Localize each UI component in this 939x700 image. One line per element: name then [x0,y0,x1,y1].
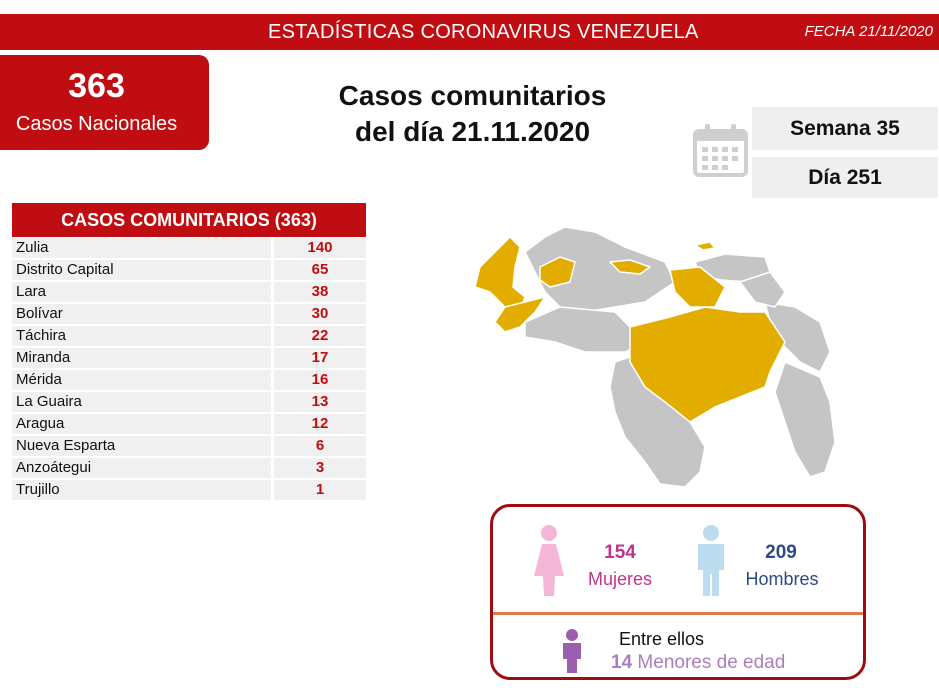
banner-date: FECHA 21/11/2020 [804,23,933,40]
table-row: Bolívar 30 [12,303,366,325]
table-row: Distrito Capital 65 [12,259,366,281]
state-cases: 12 [274,414,366,434]
state-cases: 38 [274,282,366,302]
map-region-capital [609,259,651,275]
table-row: Anzoátegui 3 [12,457,366,479]
female-icon [534,525,564,596]
map-region-bolivar [629,306,786,423]
state-name: Miranda [12,348,271,368]
map-region-lara [539,256,576,288]
state-name: La Guaira [12,392,271,412]
state-cases: 140 [274,238,366,258]
community-cases-header: CASOS COMUNITARIOS (363) [12,203,366,237]
banner-title: ESTADÍSTICAS CORONAVIRUS VENEZUELA [268,21,699,43]
state-name: Bolívar [12,304,271,324]
map-region-central [524,226,676,313]
map-region-monagas [739,271,786,308]
map-region-apure [524,306,646,353]
map-region-esequibo [774,361,836,478]
table-row: La Guaira 13 [12,391,366,413]
headline-line-1: Casos comunitarios [338,80,607,111]
divider [493,612,863,615]
table-row: Aragua 12 [12,413,366,435]
state-name: Lara [12,282,271,302]
week-label: Semana 35 [752,107,938,150]
page-title: Casos comunitarios del día 21.11.2020 [320,78,625,150]
male-count: 209 [765,542,797,563]
table-row: Nueva Esparta 6 [12,435,366,457]
minors-text: 14 Menores de edad [611,652,785,674]
state-cases: 22 [274,326,366,346]
state-name: Aragua [12,414,271,434]
table-row: Trujillo 1 [12,479,366,501]
national-cases-box: 363 Casos Nacionales [0,55,209,150]
state-name: Trujillo [12,480,271,500]
state-name: Distrito Capital [12,260,271,280]
minors-label: Menores de edad [637,652,786,673]
map-region-anzoategui [669,266,726,308]
state-name: Zulia [12,238,271,258]
table-row: Lara 38 [12,281,366,303]
state-name: Nueva Esparta [12,436,271,456]
headline-line-2: del día 21.11.2020 [354,116,591,147]
male-label: Hombres [745,569,819,589]
top-banner: ESTADÍSTICAS CORONAVIRUS VENEZUELA FECHA… [0,14,939,50]
state-cases: 17 [274,348,366,368]
gender-breakdown-box: 154 Mujeres 209 Hombres Entre ellos 14 M… [490,504,866,680]
female-label: Mujeres [587,569,653,589]
day-label: Día 251 [752,157,938,198]
map-region-nueva-esparta [694,241,716,251]
national-cases-count: 363 [68,67,125,105]
table-row: Zulia 140 [12,237,366,259]
state-cases: 6 [274,436,366,456]
table-row: Mérida 16 [12,369,366,391]
state-cases: 30 [274,304,366,324]
state-cases: 1 [274,480,366,500]
state-cases: 13 [274,392,366,412]
female-count: 154 [604,542,636,563]
state-name: Mérida [12,370,271,390]
minors-count: 14 [611,652,633,673]
child-icon [563,629,581,673]
table-row: Miranda 17 [12,347,366,369]
state-cases: 16 [274,370,366,390]
table-row: Táchira 22 [12,325,366,347]
male-icon [698,525,724,596]
national-cases-label: Casos Nacionales [15,113,178,135]
community-cases-table: CASOS COMUNITARIOS (363) Zulia 140 Distri… [12,203,366,501]
state-cases: 65 [274,260,366,280]
venezuela-map [474,226,836,488]
state-name: Táchira [12,326,271,346]
map-region-andes [494,296,546,333]
state-name: Anzoátegui [12,458,271,478]
state-cases: 3 [274,458,366,478]
map-region-zulia [474,236,526,313]
among-label: Entre ellos [619,629,705,649]
calendar-icon [693,124,748,177]
